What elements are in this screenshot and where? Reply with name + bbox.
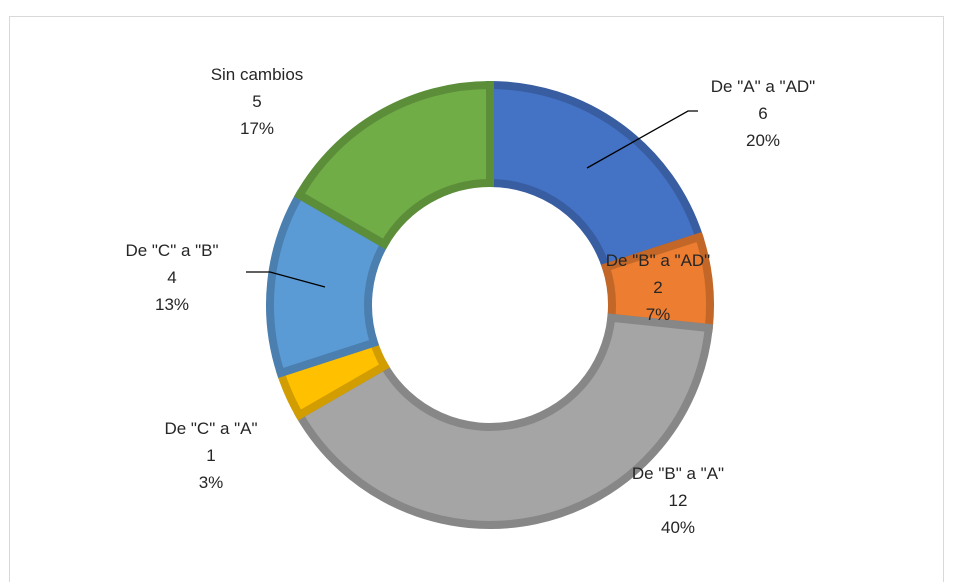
value-label-4: 4 xyxy=(167,268,176,287)
slice-0 xyxy=(486,80,705,273)
value-label-5: 5 xyxy=(252,92,261,111)
value-label-1: 2 xyxy=(653,278,662,297)
category-label-0: De "A" a "AD" xyxy=(711,77,815,96)
percent-label-3: 3% xyxy=(199,473,224,492)
percent-label-5: 17% xyxy=(240,119,274,138)
percent-label-1: 7% xyxy=(646,305,671,324)
category-label-1: De "B" a "AD" xyxy=(606,251,710,270)
value-label-0: 6 xyxy=(758,104,767,123)
leader-line-4 xyxy=(246,271,326,288)
category-label-5: Sin cambios xyxy=(211,65,304,84)
category-label-2: De "B" a "A" xyxy=(632,464,724,483)
slice-5 xyxy=(294,80,494,250)
leader-line-0 xyxy=(586,110,698,169)
percent-label-0: 20% xyxy=(746,131,780,150)
percent-label-2: 40% xyxy=(661,518,695,537)
value-label-3: 1 xyxy=(206,446,215,465)
category-label-3: De "C" a "A" xyxy=(164,419,257,438)
value-label-2: 12 xyxy=(669,491,688,510)
percent-label-4: 13% xyxy=(155,295,189,314)
category-label-4: De "C" a "B" xyxy=(125,241,218,260)
slice-2 xyxy=(294,313,714,529)
